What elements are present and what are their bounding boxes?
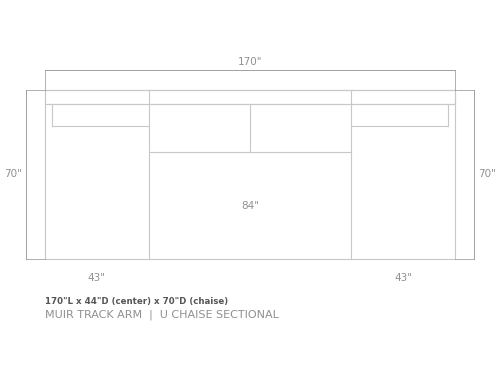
Bar	[45, 90, 455, 104]
Text: 170"L x 44"D (center) x 70"D (chaise): 170"L x 44"D (center) x 70"D (chaise)	[45, 297, 228, 306]
Text: MUIR TRACK ARM  |  U CHAISE SECTIONAL: MUIR TRACK ARM | U CHAISE SECTIONAL	[45, 309, 278, 320]
Text: 70": 70"	[478, 169, 496, 179]
Bar	[45, 90, 455, 259]
Text: 43": 43"	[394, 273, 412, 283]
Text: 84": 84"	[241, 201, 259, 211]
Text: 170": 170"	[238, 57, 262, 67]
Text: 70": 70"	[4, 169, 22, 179]
Text: 43": 43"	[88, 273, 106, 283]
